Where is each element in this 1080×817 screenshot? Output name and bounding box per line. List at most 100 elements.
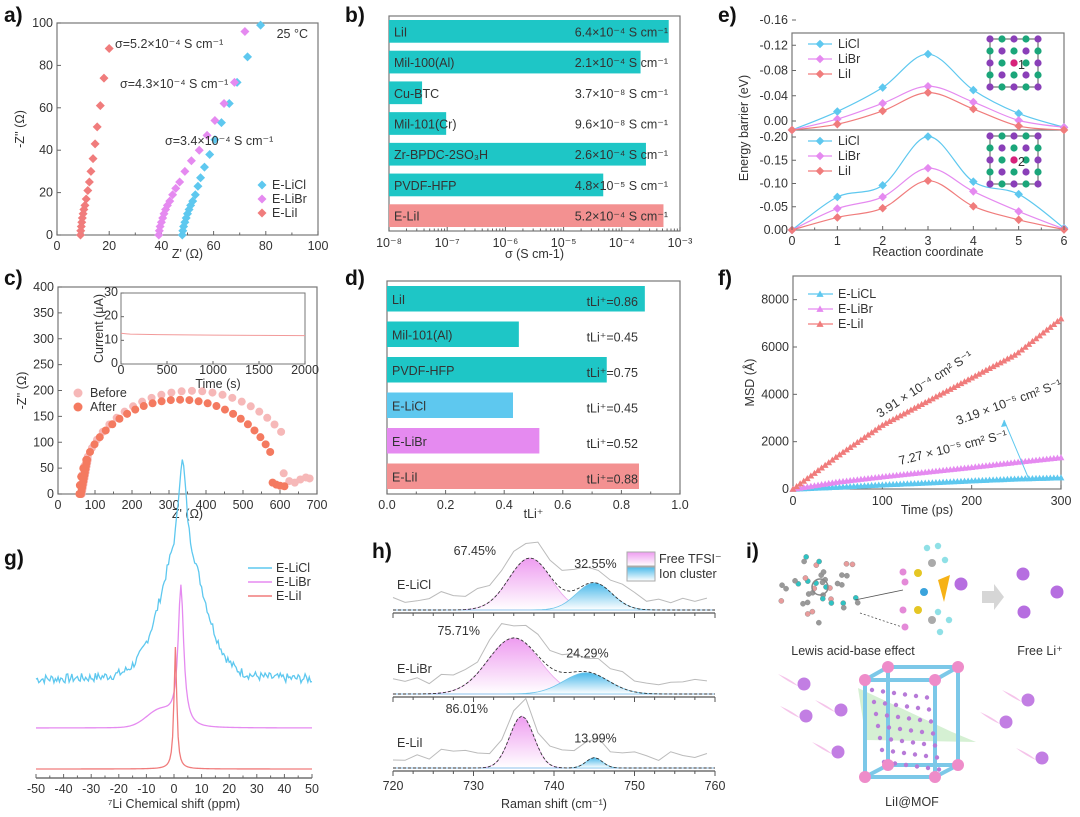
x-tick-label: 0 xyxy=(171,782,178,796)
bar-category-label: E-LiI xyxy=(394,210,420,224)
bar-value-label: tLi⁺=0.86 xyxy=(587,295,638,309)
y-tick-label: 0.00 xyxy=(764,223,788,237)
arrow-right-icon xyxy=(982,584,1004,610)
moving-li-ion xyxy=(797,677,811,691)
lattice-atom xyxy=(1010,83,1018,91)
lii-atom xyxy=(912,752,918,757)
data-point xyxy=(256,20,266,30)
lii-atom xyxy=(913,693,919,699)
data-point xyxy=(807,472,815,479)
x-tick-label: 600 xyxy=(270,498,291,512)
x-tick-label: 300 xyxy=(159,498,180,512)
x-tick-label: 200 xyxy=(961,494,982,508)
data-point xyxy=(104,43,114,53)
sample-label: E-LiBr xyxy=(397,662,432,676)
legend-marker xyxy=(257,180,267,190)
legend-marker xyxy=(816,305,824,312)
series-line-LiI xyxy=(791,91,1065,131)
x-tick-label: 0 xyxy=(789,234,796,248)
moving-li-atom xyxy=(1010,156,1018,164)
lattice-atom xyxy=(1010,180,1018,188)
data-point xyxy=(218,390,227,399)
data-point xyxy=(833,114,842,124)
data-point xyxy=(1043,326,1051,333)
data-point xyxy=(166,396,175,405)
data-point xyxy=(171,183,181,193)
tfsi-atom xyxy=(914,606,922,614)
data-point xyxy=(81,194,91,204)
data-point xyxy=(175,177,185,187)
lattice-atom xyxy=(986,83,994,91)
bar xyxy=(387,321,519,347)
data-point xyxy=(1014,121,1023,131)
x-tick-label: 0.6 xyxy=(554,498,571,512)
x-tick-label: 20 xyxy=(102,239,116,253)
data-point xyxy=(90,139,100,149)
x-tick-label: 0 xyxy=(790,494,797,508)
bar-value-label: 6.4×10⁻⁴ S cm⁻¹ xyxy=(575,25,668,39)
legend-marker xyxy=(73,388,83,398)
x-tick-label: 750 xyxy=(624,779,645,793)
data-point xyxy=(969,97,978,107)
free-percentage: 75.71% xyxy=(438,624,480,638)
data-point xyxy=(789,485,797,492)
cube-node xyxy=(859,674,871,686)
data-point xyxy=(914,402,922,409)
data-point xyxy=(939,389,947,396)
raw-spectrum xyxy=(392,623,708,686)
data-point xyxy=(971,372,979,379)
y-tick-label: -0.10 xyxy=(760,177,789,191)
x-tick-label: 0.0 xyxy=(378,498,395,512)
current-line xyxy=(120,332,306,337)
bar-value-label: tLi⁺=0.52 xyxy=(587,437,638,451)
y-axis-label: -Z'' (Ω) xyxy=(13,110,27,148)
interaction-line xyxy=(859,612,906,629)
x-tick-label: 100 xyxy=(872,494,893,508)
data-point xyxy=(833,119,842,129)
legend-marker xyxy=(815,54,825,64)
lii-atom xyxy=(904,704,910,709)
subplot-E-LiI: 86.01% 13.99% E-LiI xyxy=(392,697,716,776)
data-point xyxy=(918,400,926,407)
data-point xyxy=(168,190,178,200)
data-point xyxy=(80,200,90,210)
raw-spectrum xyxy=(392,697,708,762)
y-tick-label: 20 xyxy=(39,186,53,200)
lattice-atom xyxy=(1034,83,1042,91)
data-point xyxy=(1011,351,1018,358)
lattice-atom xyxy=(986,132,994,140)
bar xyxy=(389,112,447,135)
x-tick-label: 400 xyxy=(196,498,217,512)
bar-value-label: 2.6×10⁻⁴ S cm⁻¹ xyxy=(575,148,668,162)
y-tick-label: -0.05 xyxy=(760,200,789,214)
data-point xyxy=(878,106,887,116)
lattice-atom xyxy=(1034,156,1042,164)
cube-node xyxy=(882,759,894,771)
spectrum-E-LiCl xyxy=(35,459,313,686)
legend-label: E-LiBr xyxy=(838,302,873,316)
data-point xyxy=(853,438,861,446)
data-point xyxy=(198,387,207,396)
free-percentage: 86.01% xyxy=(446,702,488,716)
motion-trail xyxy=(812,742,832,754)
y-tick-label: 30 xyxy=(104,285,118,299)
legend-label: After xyxy=(90,400,116,414)
mof-atom xyxy=(802,575,809,581)
lattice-atom xyxy=(1034,59,1042,67)
data-point xyxy=(923,81,933,91)
x-axis-label: ⁷Li Chemical shift (ppm) xyxy=(108,797,240,811)
lii-atom xyxy=(873,711,879,717)
cluster-percentage: 13.99% xyxy=(574,732,616,746)
data-point xyxy=(205,149,215,159)
mof-atom xyxy=(816,558,822,565)
data-point xyxy=(1057,454,1065,461)
data-point xyxy=(212,402,221,411)
bar xyxy=(389,142,646,166)
data-point xyxy=(969,177,978,186)
x-tick-label: 10⁻⁵ xyxy=(551,236,577,250)
x-tick-label: 0.8 xyxy=(613,498,630,512)
mof-atom xyxy=(803,554,809,560)
panel-label: h) xyxy=(372,540,392,563)
lii-atom xyxy=(910,740,916,745)
mof-cube-icon xyxy=(778,661,1049,783)
